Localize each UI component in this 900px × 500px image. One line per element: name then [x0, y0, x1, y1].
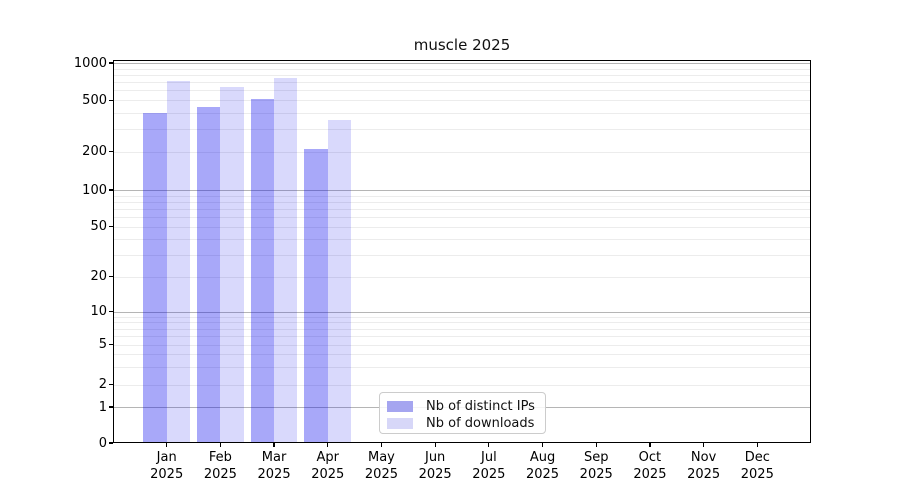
gridline-minor: [113, 366, 811, 368]
gridline-minor: [113, 112, 811, 114]
gridline-minor: [113, 354, 811, 356]
x-tick-mark: [488, 443, 490, 447]
gridline-major: [113, 190, 811, 191]
gridline-minor: [113, 316, 811, 318]
x-tick-label: Feb 2025: [203, 450, 237, 482]
x-tick-label: Sep 2025: [579, 450, 613, 482]
y-tick-label: 50: [90, 219, 107, 235]
gridline-minor: [113, 128, 811, 130]
legend-swatch-downloads: [387, 417, 413, 429]
gridline-minor: [113, 254, 811, 256]
gridline-minor: [113, 100, 811, 102]
y-tick-mark: [109, 383, 113, 386]
x-tick-mark: [541, 443, 544, 447]
gridline-minor: [113, 195, 811, 197]
y-tick-mark: [109, 226, 113, 228]
bar-apr-distinct-ips: [304, 148, 328, 443]
gridline-minor: [113, 335, 811, 337]
y-tick-mark: [109, 311, 113, 313]
x-tick-label: Oct 2025: [633, 450, 667, 482]
gridline-minor: [113, 90, 811, 92]
x-tick-mark: [166, 443, 168, 447]
y-tick-label: 500: [82, 92, 107, 108]
gridline-minor: [113, 322, 811, 324]
gridline-minor: [113, 226, 811, 228]
x-tick-mark: [380, 443, 383, 447]
y-tick-label: 20: [90, 269, 107, 285]
gridline-minor: [113, 238, 811, 240]
legend-swatch-distinct-ips: [387, 400, 413, 412]
y-tick-label: 10: [90, 304, 107, 320]
gridline-major: [113, 63, 811, 64]
legend-label-downloads: Nb of downloads: [426, 415, 535, 431]
gridline-minor: [113, 208, 811, 210]
legend: Nb of distinct IPs Nb of downloads: [379, 392, 546, 434]
gridline-minor: [113, 344, 811, 346]
x-tick-mark: [649, 443, 651, 447]
y-tick-label: 1: [98, 399, 107, 415]
y-tick-label: 200: [82, 144, 107, 159]
gridline-major: [113, 311, 811, 313]
gridline-minor: [113, 75, 811, 76]
x-tick-label: Aug 2025: [525, 450, 560, 482]
bar-mar-distinct-ips: [250, 98, 275, 443]
bar-feb-distinct-ips: [196, 106, 221, 443]
gridline-minor: [113, 151, 811, 153]
x-tick-label: Jun 2025: [418, 450, 452, 482]
x-tick-mark: [756, 443, 758, 447]
gridline-minor: [113, 201, 811, 203]
gridline-minor: [113, 384, 811, 386]
x-tick-label: Mar 2025: [257, 450, 291, 482]
gridline-minor: [113, 68, 811, 70]
y-tick-label: 100: [82, 182, 107, 198]
x-tick-label: Nov 2025: [687, 450, 721, 482]
bar-mar-downloads: [274, 77, 298, 443]
x-tick-mark: [703, 443, 705, 447]
y-tick-mark: [109, 442, 113, 444]
y-tick-mark: [109, 343, 113, 346]
plot-area: [113, 60, 811, 443]
y-tick-mark: [109, 406, 113, 408]
legend-item-distinct-ips: Nb of distinct IPs: [387, 398, 537, 414]
bar-jan-downloads: [166, 81, 191, 443]
y-tick-mark: [109, 189, 113, 191]
x-tick-mark: [273, 443, 275, 447]
bar-jan-distinct-ips: [143, 112, 167, 443]
y-tick-mark: [109, 99, 113, 101]
y-tick-mark: [109, 276, 113, 278]
x-tick-mark: [327, 443, 329, 447]
bar-feb-downloads: [220, 87, 244, 443]
legend-item-downloads: Nb of downloads: [387, 415, 537, 431]
legend-label-distinct-ips: Nb of distinct IPs: [426, 398, 535, 414]
y-tick-label: 5: [98, 337, 107, 352]
x-tick-label: May 2025: [364, 450, 398, 482]
x-tick-label: Apr 2025: [311, 450, 345, 482]
bar-apr-downloads: [327, 120, 352, 443]
chart-title: muscle 2025: [413, 36, 511, 54]
x-tick-label: Jul 2025: [472, 450, 506, 482]
x-tick-mark: [219, 443, 221, 447]
y-tick-label: 2: [98, 377, 107, 392]
y-tick-mark: [109, 150, 113, 153]
y-tick-label: 0: [98, 435, 107, 451]
y-tick-label: 1000: [73, 55, 107, 71]
y-tick-mark: [109, 62, 113, 64]
x-tick-label: Dec 2025: [740, 450, 774, 482]
gridline-minor: [113, 276, 811, 278]
x-tick-mark: [434, 443, 436, 447]
gridline-minor: [113, 328, 811, 330]
x-tick-label: Jan 2025: [150, 450, 184, 482]
x-tick-mark: [595, 443, 597, 447]
gridline-minor: [113, 82, 811, 84]
gridline-minor: [113, 217, 811, 219]
